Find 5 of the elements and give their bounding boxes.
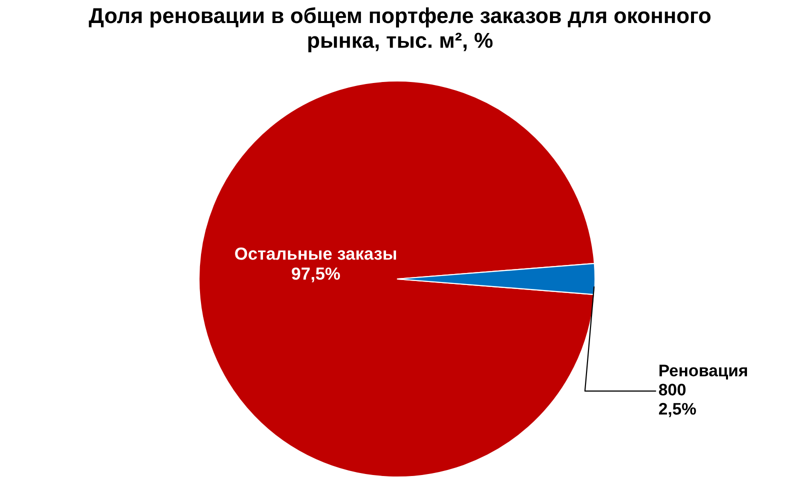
chart-title: Доля реновации в общем портфеле заказов для оконного рынка, тыс. м², %	[88, 7, 711, 52]
data-label: 97,5%	[292, 267, 340, 282]
data-label: 800 2,5%	[658, 384, 696, 418]
slice-label: Остальные заказы	[235, 248, 396, 260]
slice-label: Реновация	[660, 364, 747, 380]
